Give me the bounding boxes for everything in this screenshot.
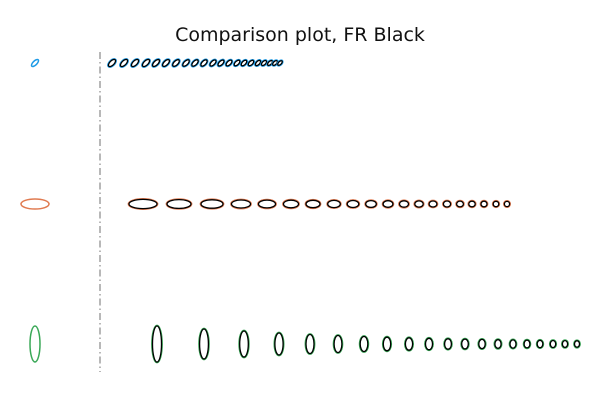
sample-ellipse: [561, 339, 569, 349]
sample-ellipse: [414, 200, 424, 208]
sample-ellipse: [480, 200, 488, 208]
sample-ellipse: [272, 60, 278, 66]
sample-ellipse: [274, 332, 284, 356]
sample-ellipse: [573, 340, 581, 348]
sample-ellipse: [282, 199, 300, 209]
sample-reference-ellipse: [216, 58, 226, 68]
sample-reference-ellipse: [224, 58, 234, 68]
sample-reference-ellipse: [107, 58, 117, 68]
sample-ellipse: [327, 199, 341, 209]
sample-ellipse: [346, 199, 360, 209]
sample-reference-ellipse: [190, 58, 200, 68]
sample-ellipse: [424, 337, 434, 351]
sample-ellipse: [503, 200, 511, 208]
sample-ellipse: [523, 339, 531, 349]
sample-ellipse: [225, 59, 233, 67]
sample-ellipse: [494, 339, 502, 349]
sample-ellipse: [128, 198, 158, 210]
sample-ellipse: [382, 200, 394, 208]
sample-ellipse: [404, 337, 414, 351]
sample-ellipse: [509, 339, 517, 349]
sample-ellipse: [305, 333, 315, 355]
sample-ellipse: [182, 59, 190, 67]
sample-reference-ellipse: [208, 58, 218, 68]
sample-reference-ellipse: [199, 58, 209, 68]
sample-ellipse: [209, 59, 217, 67]
sample-ellipse: [107, 58, 117, 68]
sample-ellipse: [200, 199, 224, 209]
reference-ellipse: [30, 58, 40, 68]
sample-reference-ellipse: [151, 58, 161, 68]
sample-reference-ellipse: [181, 58, 191, 68]
sample-ellipse: [478, 338, 486, 350]
sample-ellipse: [277, 60, 283, 66]
sample-ellipse: [492, 200, 500, 208]
sample-ellipse: [549, 339, 557, 349]
sample-ellipse: [468, 200, 476, 208]
sample-reference-ellipse: [161, 58, 171, 68]
sample-ellipse: [141, 58, 151, 68]
sample-ellipse: [455, 200, 465, 208]
sample-ellipse: [398, 200, 410, 208]
sample-ellipse: [442, 200, 452, 208]
reference-ellipse: [20, 198, 50, 210]
sample-ellipse: [198, 328, 210, 360]
sample-ellipse: [365, 199, 377, 209]
sample-ellipse: [359, 335, 369, 353]
sample-ellipse: [166, 198, 192, 210]
sample-ellipse: [247, 59, 255, 67]
sample-ellipse: [191, 59, 199, 67]
sample-ellipse: [200, 59, 208, 67]
sample-ellipse: [151, 325, 163, 363]
sample-reference-ellipse: [246, 58, 256, 68]
sample-reference-ellipse: [119, 58, 129, 68]
reference-ellipse: [29, 325, 41, 363]
sample-ellipse: [239, 330, 249, 358]
sample-ellipse: [233, 59, 241, 67]
sample-ellipse: [382, 336, 392, 352]
sample-ellipse: [536, 339, 544, 349]
chart-title: Comparison plot, FR Black: [175, 24, 425, 46]
sample-reference-ellipse: [171, 58, 181, 68]
sample-ellipse: [428, 200, 438, 208]
sample-ellipse: [240, 59, 248, 67]
sample-ellipse: [151, 58, 161, 68]
sample-ellipse: [161, 58, 171, 68]
sample-ellipse: [130, 58, 140, 68]
sample-ellipse: [119, 58, 129, 68]
sample-reference-ellipse: [130, 58, 140, 68]
sample-ellipse: [230, 199, 252, 209]
sample-ellipse: [217, 59, 225, 67]
sample-reference-ellipse: [141, 58, 151, 68]
sample-ellipse: [254, 59, 262, 67]
sample-ellipse: [333, 334, 343, 354]
sample-ellipse: [305, 199, 321, 209]
sample-ellipse: [443, 338, 453, 350]
sample-ellipse: [172, 59, 180, 67]
sample-ellipse: [461, 338, 469, 350]
sample-ellipse: [257, 199, 277, 209]
sample-ellipse: [260, 59, 268, 67]
